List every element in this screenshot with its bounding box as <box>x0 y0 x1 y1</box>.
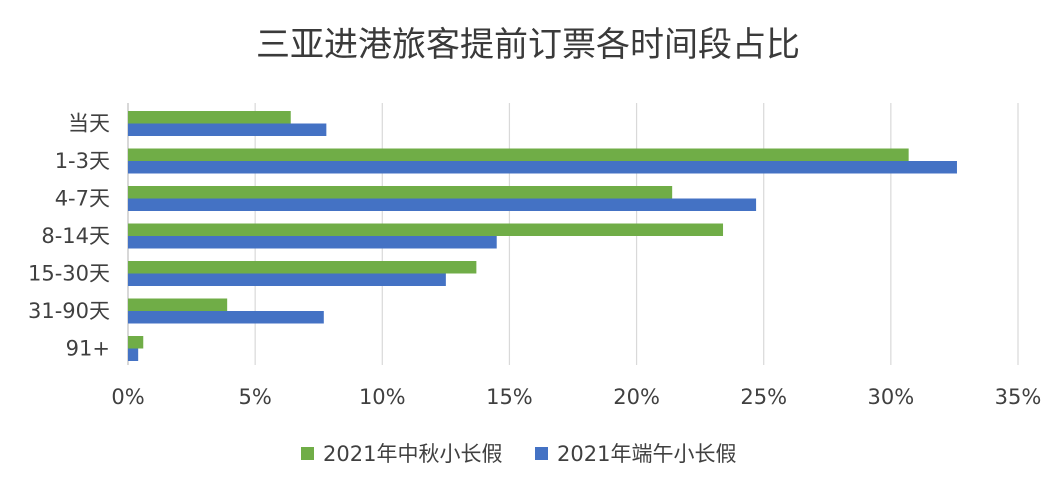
x-tick-labels: 0% 5% 10% 15% 20% 25% 30% 35% <box>111 385 1041 409</box>
x-tick-label: 10% <box>359 385 406 409</box>
bar-dragon-boat <box>128 123 327 136</box>
x-tick-label: 0% <box>111 385 144 409</box>
category-label: 4-7天 <box>55 187 110 211</box>
category-label: 8-14天 <box>41 224 110 248</box>
x-tick-label: 20% <box>613 385 660 409</box>
category-label: 15-30天 <box>28 262 110 286</box>
bar-mid-autumn <box>128 223 724 236</box>
x-tick-label: 30% <box>868 385 915 409</box>
x-tick-label: 35% <box>995 385 1042 409</box>
category-label: 31-90天 <box>28 299 110 323</box>
chart-title: 三亚进港旅客提前订票各时间段占比 <box>256 25 800 65</box>
bar-mid-autumn <box>128 298 228 311</box>
legend-swatch <box>301 447 314 460</box>
bar-dragon-boat <box>128 273 446 286</box>
bar-mid-autumn <box>128 148 909 161</box>
bar-dragon-boat <box>128 236 497 249</box>
category-label: 91+ <box>66 337 110 361</box>
category-labels: 当天 1-3天 4-7天 8-14天 15-30天 31-90天 91+ <box>28 112 110 361</box>
bar-dragon-boat <box>128 311 324 324</box>
x-tick-label: 15% <box>486 385 533 409</box>
x-tick-label: 5% <box>238 385 271 409</box>
x-tick-label: 25% <box>740 385 787 409</box>
bars <box>128 111 957 361</box>
legend-label: 2021年中秋小长假 <box>323 442 502 466</box>
legend-swatch <box>535 447 548 460</box>
bar-dragon-boat <box>128 348 139 361</box>
legend: 2021年中秋小长假 2021年端午小长假 <box>301 442 736 466</box>
bar-dragon-boat <box>128 161 957 174</box>
bar-mid-autumn <box>128 186 673 199</box>
bar-mid-autumn <box>128 261 477 274</box>
bar-mid-autumn <box>128 336 144 349</box>
bar-mid-autumn <box>128 111 291 124</box>
category-label: 当天 <box>68 112 110 136</box>
bar-dragon-boat <box>128 198 757 211</box>
legend-label: 2021年端午小长假 <box>557 442 736 466</box>
category-label: 1-3天 <box>55 149 110 173</box>
